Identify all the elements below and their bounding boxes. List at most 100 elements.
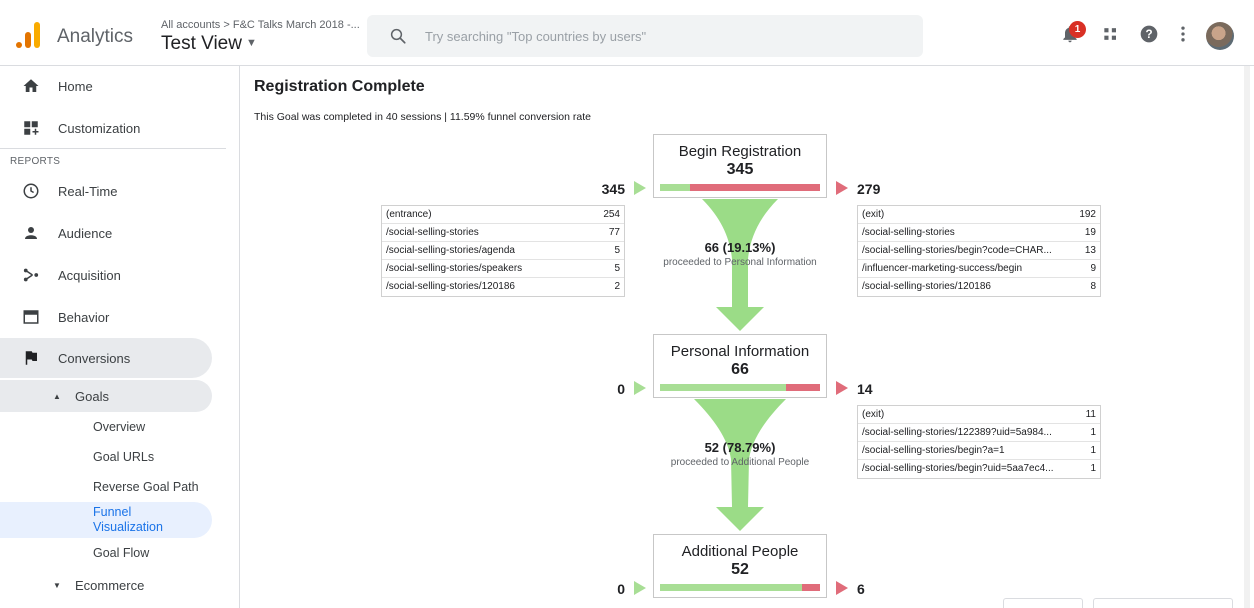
step-name: Additional People	[681, 543, 799, 560]
help-icon[interactable]: ?	[1139, 24, 1159, 44]
caret-down-icon: ▼	[245, 37, 257, 49]
step-count: 52	[731, 561, 749, 578]
page-path: (entrance)	[386, 209, 432, 220]
sidebar-item-funnel-visualization[interactable]: Funnel Visualization	[0, 502, 212, 538]
step-bar	[660, 584, 820, 591]
sidebar-item-customization[interactable]: Customization	[0, 108, 212, 148]
sidebar-item-label: Ecommerce	[75, 578, 145, 593]
avatar[interactable]	[1206, 22, 1234, 50]
sidebar-item-goals-overview[interactable]: Overview	[93, 420, 146, 434]
sidebar-item-ecommerce[interactable]: ▼ Ecommerce	[0, 574, 212, 598]
page-value: 1	[1090, 427, 1096, 438]
sidebar-item-label: Real-Time	[58, 184, 118, 199]
table-row[interactable]: /social-selling-stories/begin?a=1 1	[858, 442, 1100, 460]
page-value: 5	[614, 245, 620, 256]
view-selector[interactable]: Test View ▼	[161, 33, 257, 55]
table-row[interactable]: (exit) 11	[858, 406, 1100, 424]
table-row[interactable]: /social-selling-stories/120186 8	[858, 278, 1100, 296]
search-input[interactable]	[425, 25, 895, 47]
clock-icon	[23, 183, 39, 199]
table-row[interactable]: /social-selling-stories/begin?uid=5aa7ec…	[858, 460, 1100, 478]
page-path: /social-selling-stories	[862, 227, 955, 238]
sidebar-item-home[interactable]: Home	[0, 66, 212, 106]
exit-count: 14	[857, 381, 873, 397]
page-path: /social-selling-stories/120186	[386, 281, 515, 292]
page-path: /social-selling-stories	[386, 227, 479, 238]
table-row[interactable]: /influencer-marketing-success/begin 9	[858, 260, 1100, 278]
goal-summary: This Goal was completed in 40 sessions |…	[254, 111, 591, 123]
table-row[interactable]: (exit) 192	[858, 206, 1100, 224]
funnel-step-begin-registration[interactable]: Begin Registration 345	[653, 134, 827, 198]
page-value: 254	[603, 209, 620, 220]
sidebar-item-behavior[interactable]: Behavior	[0, 297, 212, 337]
table-row[interactable]: /social-selling-stories/122389?uid=5a984…	[858, 424, 1100, 442]
sidebar-item-real-time[interactable]: Real-Time	[0, 171, 212, 211]
table-row[interactable]: (entrance) 254	[382, 206, 624, 224]
page-title: Registration Complete	[254, 78, 425, 95]
home-icon	[23, 79, 39, 92]
sidebar-item-label: Acquisition	[58, 268, 121, 283]
exit-table: (exit) 11 /social-selling-stories/122389?…	[857, 405, 1101, 479]
funnel-step-personal-information[interactable]: Personal Information 66	[653, 334, 827, 398]
proceeded-label: proceeded to Personal Information	[663, 257, 817, 268]
table-row[interactable]: /social-selling-stories/120186 2	[382, 278, 624, 296]
page-value: 9	[1090, 263, 1096, 274]
table-row[interactable]: /social-selling-stories/speakers 5	[382, 260, 624, 278]
page-value: 192	[1079, 209, 1096, 220]
table-row[interactable]: /social-selling-stories 77	[382, 224, 624, 242]
page-value: 11	[1085, 409, 1096, 420]
sidebar-item-label: Customization	[58, 121, 141, 136]
sidebar-item-audience[interactable]: Audience	[0, 213, 212, 253]
funnel-step-additional-people[interactable]: Additional People 52	[653, 534, 827, 598]
page-path: /social-selling-stories/begin?code=CHAR.…	[862, 245, 1052, 256]
analytics-logo[interactable]	[16, 22, 40, 48]
exit-count: 6	[857, 581, 865, 597]
sidebar: Home Customization REPORTS Real-Time Aud…	[0, 66, 240, 608]
section-label-reports: REPORTS	[10, 156, 61, 167]
sidebar-item-label: Audience	[58, 226, 113, 241]
view-title: Test View	[161, 33, 242, 54]
footer-button[interactable]	[1093, 598, 1233, 608]
proceeded-count: 66 (19.13%)	[704, 240, 776, 255]
sidebar-item-label: Behavior	[58, 310, 110, 325]
exit-arrow-icon	[836, 381, 848, 395]
page-value: 19	[1084, 227, 1096, 238]
acquisition-icon	[23, 268, 39, 282]
entrance-count: 0	[617, 381, 625, 397]
breadcrumb[interactable]: All accounts > F&C Talks March 2018 -...	[161, 19, 360, 31]
sidebar-item-acquisition[interactable]: Acquisition	[0, 255, 212, 295]
step-name: Personal Information	[670, 343, 810, 360]
table-row[interactable]: /social-selling-stories/begin?code=CHAR.…	[858, 242, 1100, 260]
scrollbar[interactable]	[1244, 66, 1250, 608]
notification-badge: 1	[1069, 21, 1086, 38]
apps-icon[interactable]	[1101, 24, 1121, 44]
page-path: /influencer-marketing-success/begin	[862, 263, 1023, 274]
search-bar[interactable]	[367, 15, 923, 57]
page-path: /social-selling-stories/agenda	[386, 245, 515, 256]
more-vert-icon[interactable]	[1173, 24, 1193, 44]
page-value: 2	[614, 281, 620, 292]
page-path: /social-selling-stories/begin?a=1	[862, 445, 1005, 456]
exit-table: (exit) 192 /social-selling-stories 19 /soc…	[857, 205, 1101, 297]
page-value: 1	[1090, 463, 1096, 474]
entrance-table: (entrance) 254 /social-selling-stories 77 …	[381, 205, 625, 297]
funnel-connector	[702, 199, 778, 331]
step-bar-fill	[660, 184, 691, 191]
sidebar-item-goal-flow[interactable]: Goal Flow	[93, 546, 150, 560]
step-bar-fill	[660, 384, 787, 391]
svg-text:?: ?	[1145, 28, 1152, 41]
sidebar-item-goal-urls[interactable]: Goal URLs	[93, 450, 155, 464]
footer-button[interactable]	[1003, 598, 1083, 608]
dashboard-icon	[24, 121, 39, 135]
triangle-up-icon: ▲	[53, 392, 61, 401]
step-count: 345	[726, 161, 754, 178]
window-icon	[23, 310, 39, 324]
sidebar-item-conversions[interactable]: Conversions	[0, 338, 212, 378]
divider	[0, 148, 226, 149]
table-row[interactable]: /social-selling-stories 19	[858, 224, 1100, 242]
table-row[interactable]: /social-selling-stories/agenda 5	[382, 242, 624, 260]
sidebar-item-goals[interactable]: ▲ Goals	[0, 380, 212, 412]
sidebar-item-reverse-goal-path[interactable]: Reverse Goal Path	[93, 480, 199, 494]
exit-arrow-icon	[836, 581, 848, 595]
page-value: 5	[614, 263, 620, 274]
